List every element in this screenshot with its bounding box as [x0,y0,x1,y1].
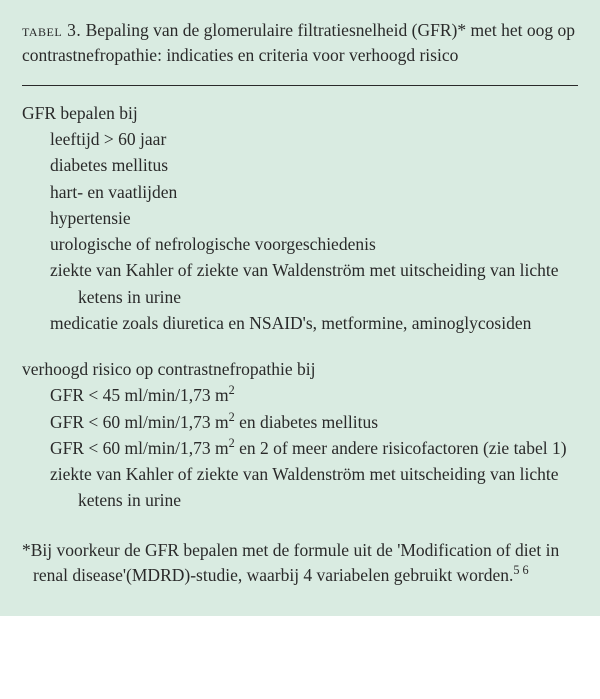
list-item: ziekte van Kahler of ziekte van Waldenst… [50,257,578,310]
list-item: GFR < 60 ml/min/1,73 m2 en diabetes mell… [50,409,578,435]
list-item: diabetes mellitus [50,152,578,178]
list-item: urologische of nefrologische voorgeschie… [50,231,578,257]
table-box: tabel 3. Bepaling van de glomerulaire fi… [0,0,600,616]
section-2-head: verhoogd risico op contrastnefropathie b… [22,356,578,382]
list-item: GFR < 60 ml/min/1,73 m2 en 2 of meer and… [50,435,578,461]
list-item: hart- en vaatlijden [50,179,578,205]
table-caption: tabel 3. Bepaling van de glomerulaire fi… [22,18,578,85]
list-item: leeftijd > 60 jaar [50,126,578,152]
caption-lead: tabel 3. [22,20,81,40]
list-item: hypertensie [50,205,578,231]
list-item: GFR < 45 ml/min/1,73 m2 [50,382,578,408]
section-2-items: GFR < 45 ml/min/1,73 m2 GFR < 60 ml/min/… [22,382,578,513]
section-1-items: leeftijd > 60 jaar diabetes mellitus har… [22,126,578,336]
section-1-head: GFR bepalen bij [22,100,578,126]
caption-rest: Bepaling van de glomerulaire filtratiesn… [22,20,575,65]
section-gap [22,336,578,356]
footnote: *Bij voorkeur de GFR bepalen met de form… [22,538,578,589]
list-item: medicatie zoals diuretica en NSAID's, me… [50,310,578,336]
list-item: ziekte van Kahler of ziekte van Waldenst… [50,461,578,514]
divider-rule [22,85,578,86]
